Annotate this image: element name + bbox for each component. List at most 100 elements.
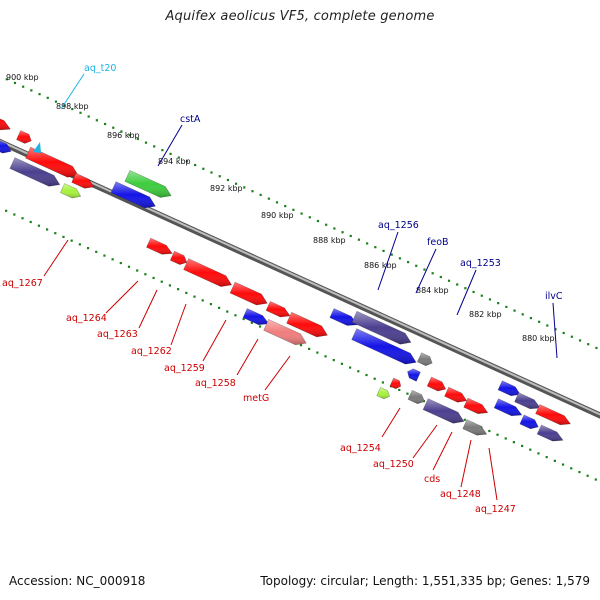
- scale-tick-minor: [578, 470, 581, 474]
- gene-arrow-shade: [60, 183, 81, 198]
- kbp-tick-label: 882 kbp: [469, 310, 502, 319]
- scale-tick-minor: [144, 273, 147, 276]
- scale-tick-minor: [553, 459, 556, 462]
- scale-tick-minor: [325, 223, 328, 226]
- feature-label-aq-t20: aq_t20: [84, 63, 116, 74]
- scale-tick-minor: [431, 272, 434, 275]
- scale-tick-minor: [161, 149, 164, 152]
- gene-arrow-shade: [537, 425, 563, 442]
- scale-tick-minor: [153, 145, 156, 148]
- scale-tick-minor: [406, 260, 410, 264]
- scale-tick-minor: [562, 331, 565, 335]
- label-leader-line: [460, 439, 472, 488]
- scale-tick-minor: [259, 193, 262, 197]
- scale-tick-minor: [415, 264, 418, 267]
- scale-tick-minor: [209, 303, 212, 306]
- gene-arrow-shade: [263, 319, 307, 345]
- scale-tick-minor: [521, 444, 524, 448]
- label-leader-line: [138, 289, 158, 329]
- gene-arrow-shade: [124, 170, 172, 198]
- scale-tick-minor: [201, 299, 204, 302]
- gene-arrow-shade: [376, 387, 390, 399]
- gene-arrow-shade: [0, 140, 12, 154]
- scale-tick-minor: [79, 111, 82, 114]
- feature-label-csta: cstA: [180, 114, 201, 125]
- scale-tick-minor: [78, 243, 81, 246]
- scale-tick-minor: [258, 325, 262, 328]
- label-leader-line: [415, 248, 437, 294]
- scale-tick-minor: [349, 366, 352, 369]
- scale-tick-minor: [193, 295, 196, 298]
- scale-tick-minor: [332, 358, 335, 362]
- accession-text: Accession: NC_000918: [9, 574, 146, 588]
- scale-tick-minor: [537, 452, 540, 455]
- label-leader-line: [488, 447, 498, 501]
- label-leader-line: [377, 231, 399, 291]
- gene-arrow-shade: [498, 380, 521, 396]
- trna-marker: [33, 142, 41, 153]
- gene-arrow-shade: [463, 398, 488, 414]
- scale-tick-minor: [95, 119, 98, 122]
- feature-label-aq-1250: aq_1250: [373, 459, 414, 470]
- scale-tick-minor: [554, 328, 557, 331]
- label-leader-line: [170, 303, 187, 346]
- scale-tick-minor: [226, 310, 229, 313]
- gene-arrow-shade: [230, 282, 268, 305]
- scale-tick-minor: [218, 175, 221, 178]
- scale-tick-minor: [63, 104, 66, 107]
- label-leader-line: [432, 431, 453, 471]
- gene-arrow-shade: [329, 308, 358, 326]
- gene-arrow-shade: [389, 378, 401, 389]
- gene-arrow-shade: [183, 258, 232, 287]
- scale-tick-minor: [5, 78, 8, 81]
- scale-tick-minor: [119, 261, 122, 265]
- label-leader-line: [157, 124, 183, 167]
- scale-tick-minor: [529, 316, 533, 320]
- scale-tick-minor: [112, 126, 115, 129]
- scale-tick-minor: [267, 197, 270, 200]
- label-leader-line: [264, 355, 291, 391]
- scale-tick-minor: [127, 265, 131, 268]
- scale-tick-minor: [136, 137, 139, 141]
- scale-tick-minor: [54, 232, 57, 235]
- scale-tick-minor: [185, 291, 188, 295]
- gene-arrow-shade: [427, 377, 446, 391]
- scale-tick-minor: [341, 231, 344, 234]
- gene-arrow-shade: [462, 419, 487, 436]
- scale-tick-minor: [37, 224, 41, 227]
- scale-tick-minor: [275, 201, 279, 204]
- scale-tick-minor: [381, 381, 384, 384]
- scale-tick-minor: [472, 290, 475, 294]
- scale-tick-minor: [46, 96, 49, 99]
- label-leader-line: [202, 319, 227, 362]
- scale-tick-minor: [316, 219, 320, 223]
- scale-tick-minor: [496, 433, 499, 436]
- gene-arrow-shade: [352, 311, 411, 345]
- label-leader-line: [43, 239, 69, 277]
- scale-tick-minor: [561, 463, 565, 466]
- scale-tick-minor: [398, 257, 401, 260]
- scale-tick-minor: [488, 298, 492, 301]
- feature-label-aq-1254: aq_1254: [340, 443, 381, 454]
- kbp-tick-label: 892 kbp: [210, 184, 243, 193]
- scale-tick-minor: [308, 216, 311, 219]
- gene-arrow-shade: [146, 238, 173, 255]
- gene-arrow-shade: [286, 312, 328, 337]
- kbp-tick-label: 888 kbp: [313, 236, 346, 245]
- scale-tick-minor: [480, 294, 483, 297]
- scale-tick-minor: [529, 448, 532, 451]
- label-leader-line: [236, 338, 259, 376]
- scale-tick-minor: [382, 249, 385, 252]
- feature-label-aq-1267: aq_1267: [2, 278, 43, 289]
- scale-tick-minor: [513, 309, 516, 312]
- scale-tick-minor: [87, 115, 90, 118]
- label-leader-line: [105, 280, 139, 314]
- scale-tick-minor: [390, 253, 393, 256]
- label-leader-line: [60, 73, 85, 110]
- scale-tick-minor: [366, 242, 369, 245]
- gene-arrow-shade: [519, 414, 539, 429]
- scale-tick-minor: [71, 107, 74, 111]
- scale-tick-minor: [456, 283, 459, 286]
- scale-tick-minor: [357, 370, 360, 373]
- scale-tick-minor: [128, 134, 131, 137]
